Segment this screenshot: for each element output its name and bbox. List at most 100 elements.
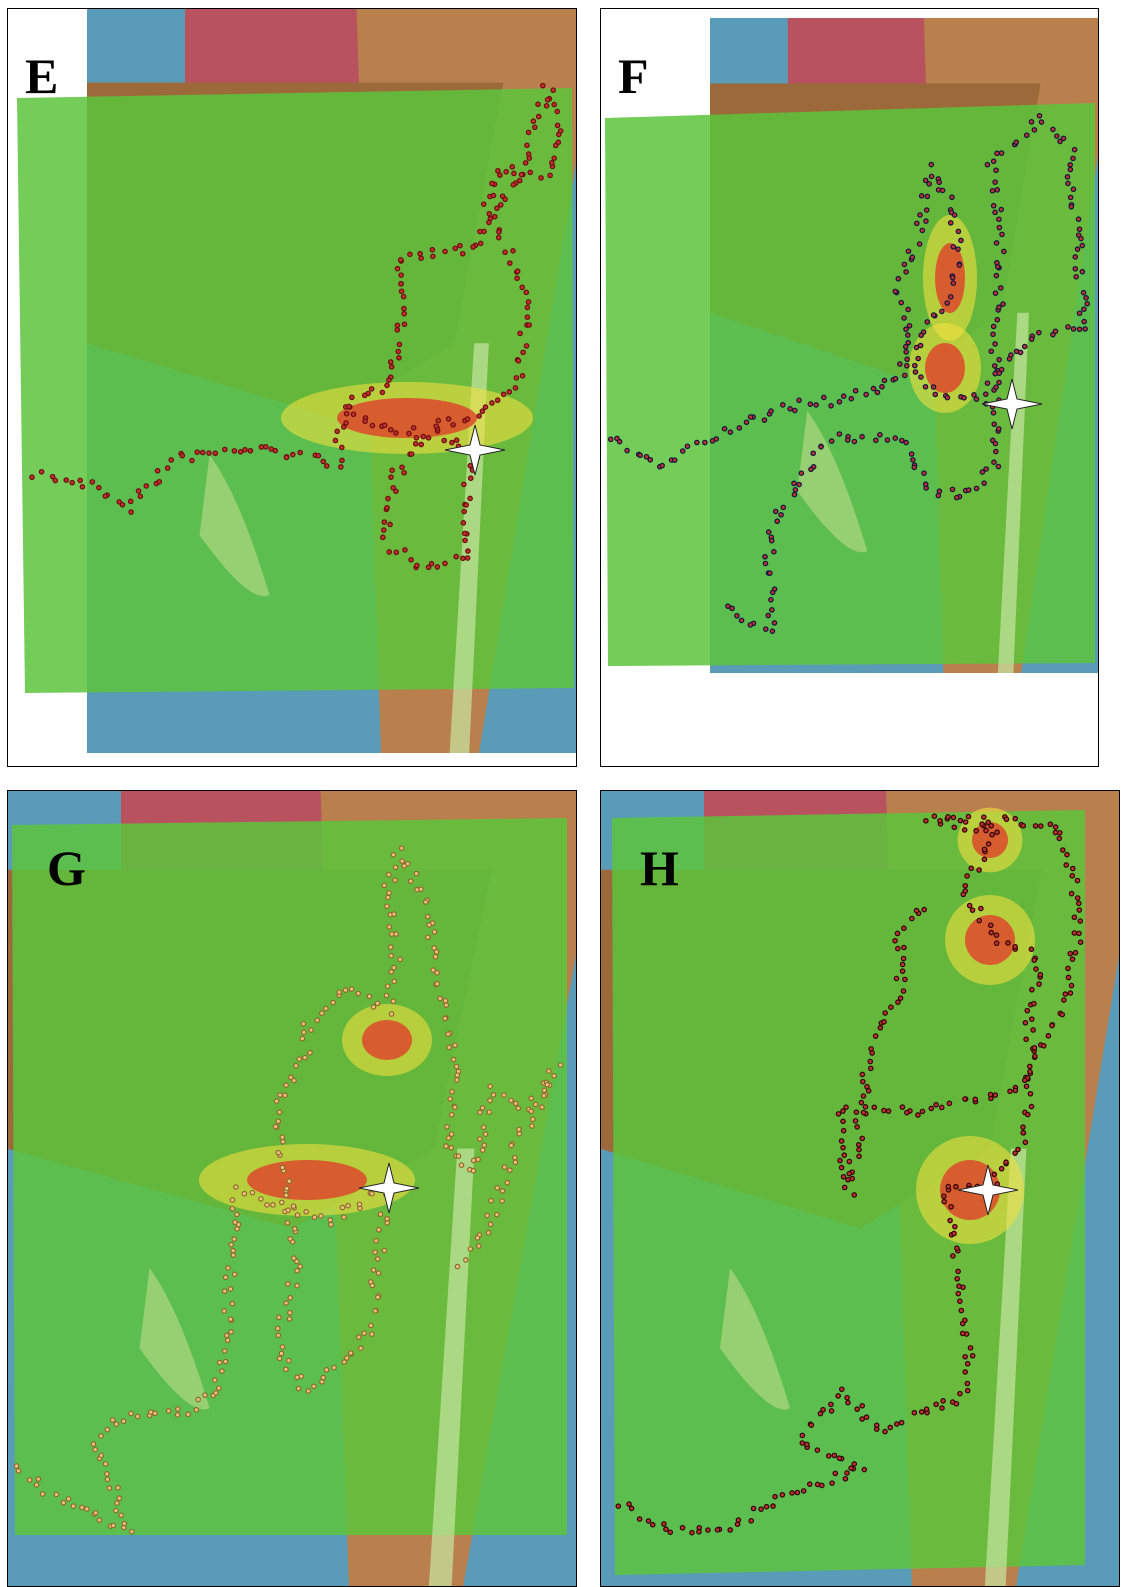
gps-fix xyxy=(1028,1064,1032,1068)
gps-fix xyxy=(1063,992,1067,996)
gps-fix xyxy=(1072,931,1076,935)
gps-fix xyxy=(1030,1017,1034,1021)
gps-fix xyxy=(994,168,998,172)
gps-fix xyxy=(443,1016,447,1020)
gps-fix xyxy=(445,1125,449,1129)
gps-fix xyxy=(997,427,1001,431)
gps-fix xyxy=(166,1409,170,1413)
gps-fix xyxy=(901,956,905,960)
gps-fix xyxy=(508,1168,512,1172)
gps-fix xyxy=(1039,120,1043,124)
gps-fix xyxy=(646,1519,650,1523)
gps-fix xyxy=(972,393,976,397)
gps-fix xyxy=(387,925,391,929)
gps-fix xyxy=(409,558,413,562)
gps-fix xyxy=(861,1079,865,1083)
gps-fix xyxy=(382,423,386,427)
gps-fix xyxy=(548,173,552,177)
gps-fix xyxy=(1071,156,1075,160)
gps-fix xyxy=(370,423,374,427)
gps-fix xyxy=(1076,217,1080,221)
gps-fix xyxy=(1074,275,1078,279)
gps-fix xyxy=(509,1143,513,1147)
gps-fix xyxy=(1032,128,1036,132)
gps-fix xyxy=(180,453,184,457)
gps-fix xyxy=(913,370,917,374)
gps-fix xyxy=(894,976,898,980)
gps-fix xyxy=(530,1124,534,1128)
gps-fix xyxy=(936,493,940,497)
gps-fix xyxy=(1058,831,1062,835)
gps-fix xyxy=(471,1169,475,1173)
map-panel: E xyxy=(7,8,577,767)
gps-fix xyxy=(1068,195,1072,199)
gps-fix xyxy=(321,1375,325,1379)
gps-fix xyxy=(1069,983,1073,987)
gps-fix xyxy=(814,403,818,407)
gps-fix xyxy=(340,1205,344,1209)
gps-fix xyxy=(843,1477,847,1481)
gps-fix xyxy=(846,438,850,442)
gps-fix xyxy=(453,1105,457,1109)
gps-fix xyxy=(455,1264,459,1268)
gps-fix xyxy=(308,1050,312,1054)
gps-fix xyxy=(478,1137,482,1141)
gps-fix xyxy=(751,1506,755,1510)
gps-fix xyxy=(1021,1131,1025,1135)
gps-fix xyxy=(967,488,971,492)
gps-fix xyxy=(895,1422,899,1426)
gps-fix xyxy=(770,629,774,633)
gps-fix xyxy=(430,248,434,252)
gps-fix xyxy=(121,1419,125,1423)
gps-fix xyxy=(843,1185,847,1189)
gps-fix xyxy=(527,323,531,327)
gps-fix xyxy=(773,1494,777,1498)
gps-fix xyxy=(315,1018,319,1022)
gps-fix xyxy=(990,833,994,837)
gps-fix xyxy=(1028,1069,1032,1073)
gps-fix xyxy=(129,499,133,503)
gps-fix xyxy=(385,1221,389,1225)
gps-fix xyxy=(985,381,989,385)
gps-fix xyxy=(1032,1001,1036,1005)
gps-fix xyxy=(916,356,920,360)
gps-fix xyxy=(1082,319,1086,323)
gps-fix xyxy=(832,1453,836,1457)
gps-fix xyxy=(1030,337,1034,341)
map-panel: H xyxy=(600,790,1120,1587)
gps-fix xyxy=(952,1231,956,1235)
gps-fix xyxy=(376,1295,380,1299)
gps-fix xyxy=(648,458,652,462)
gps-fix xyxy=(774,509,778,513)
gps-fix xyxy=(980,822,984,826)
gps-fix xyxy=(99,1453,103,1457)
gps-fix xyxy=(963,1318,967,1322)
gps-fix xyxy=(893,939,897,943)
gps-fix xyxy=(1072,915,1076,919)
gps-fix xyxy=(515,276,519,280)
gps-fix xyxy=(855,1125,859,1129)
gps-fix xyxy=(536,114,540,118)
gps-fix xyxy=(852,439,856,443)
gps-fix xyxy=(80,485,84,489)
gps-fix xyxy=(558,129,562,133)
gps-fix xyxy=(242,1192,246,1196)
gps-fix xyxy=(512,171,516,175)
gps-fix xyxy=(450,1089,454,1093)
gps-fix xyxy=(119,1513,123,1517)
gps-fix xyxy=(468,496,472,500)
gps-fix xyxy=(769,598,773,602)
gps-fix xyxy=(201,450,205,454)
gps-fix xyxy=(849,396,853,400)
gps-fix xyxy=(385,904,389,908)
gps-fix xyxy=(1008,1089,1012,1093)
gps-fix xyxy=(788,407,792,411)
gps-fix xyxy=(809,467,813,471)
gps-fix xyxy=(770,538,774,542)
gps-fix xyxy=(801,1489,805,1493)
gps-fix xyxy=(450,440,454,444)
gps-fix xyxy=(918,213,922,217)
gps-fix xyxy=(947,1101,951,1105)
gps-fix xyxy=(280,1200,284,1204)
gps-fix xyxy=(1023,1078,1027,1082)
